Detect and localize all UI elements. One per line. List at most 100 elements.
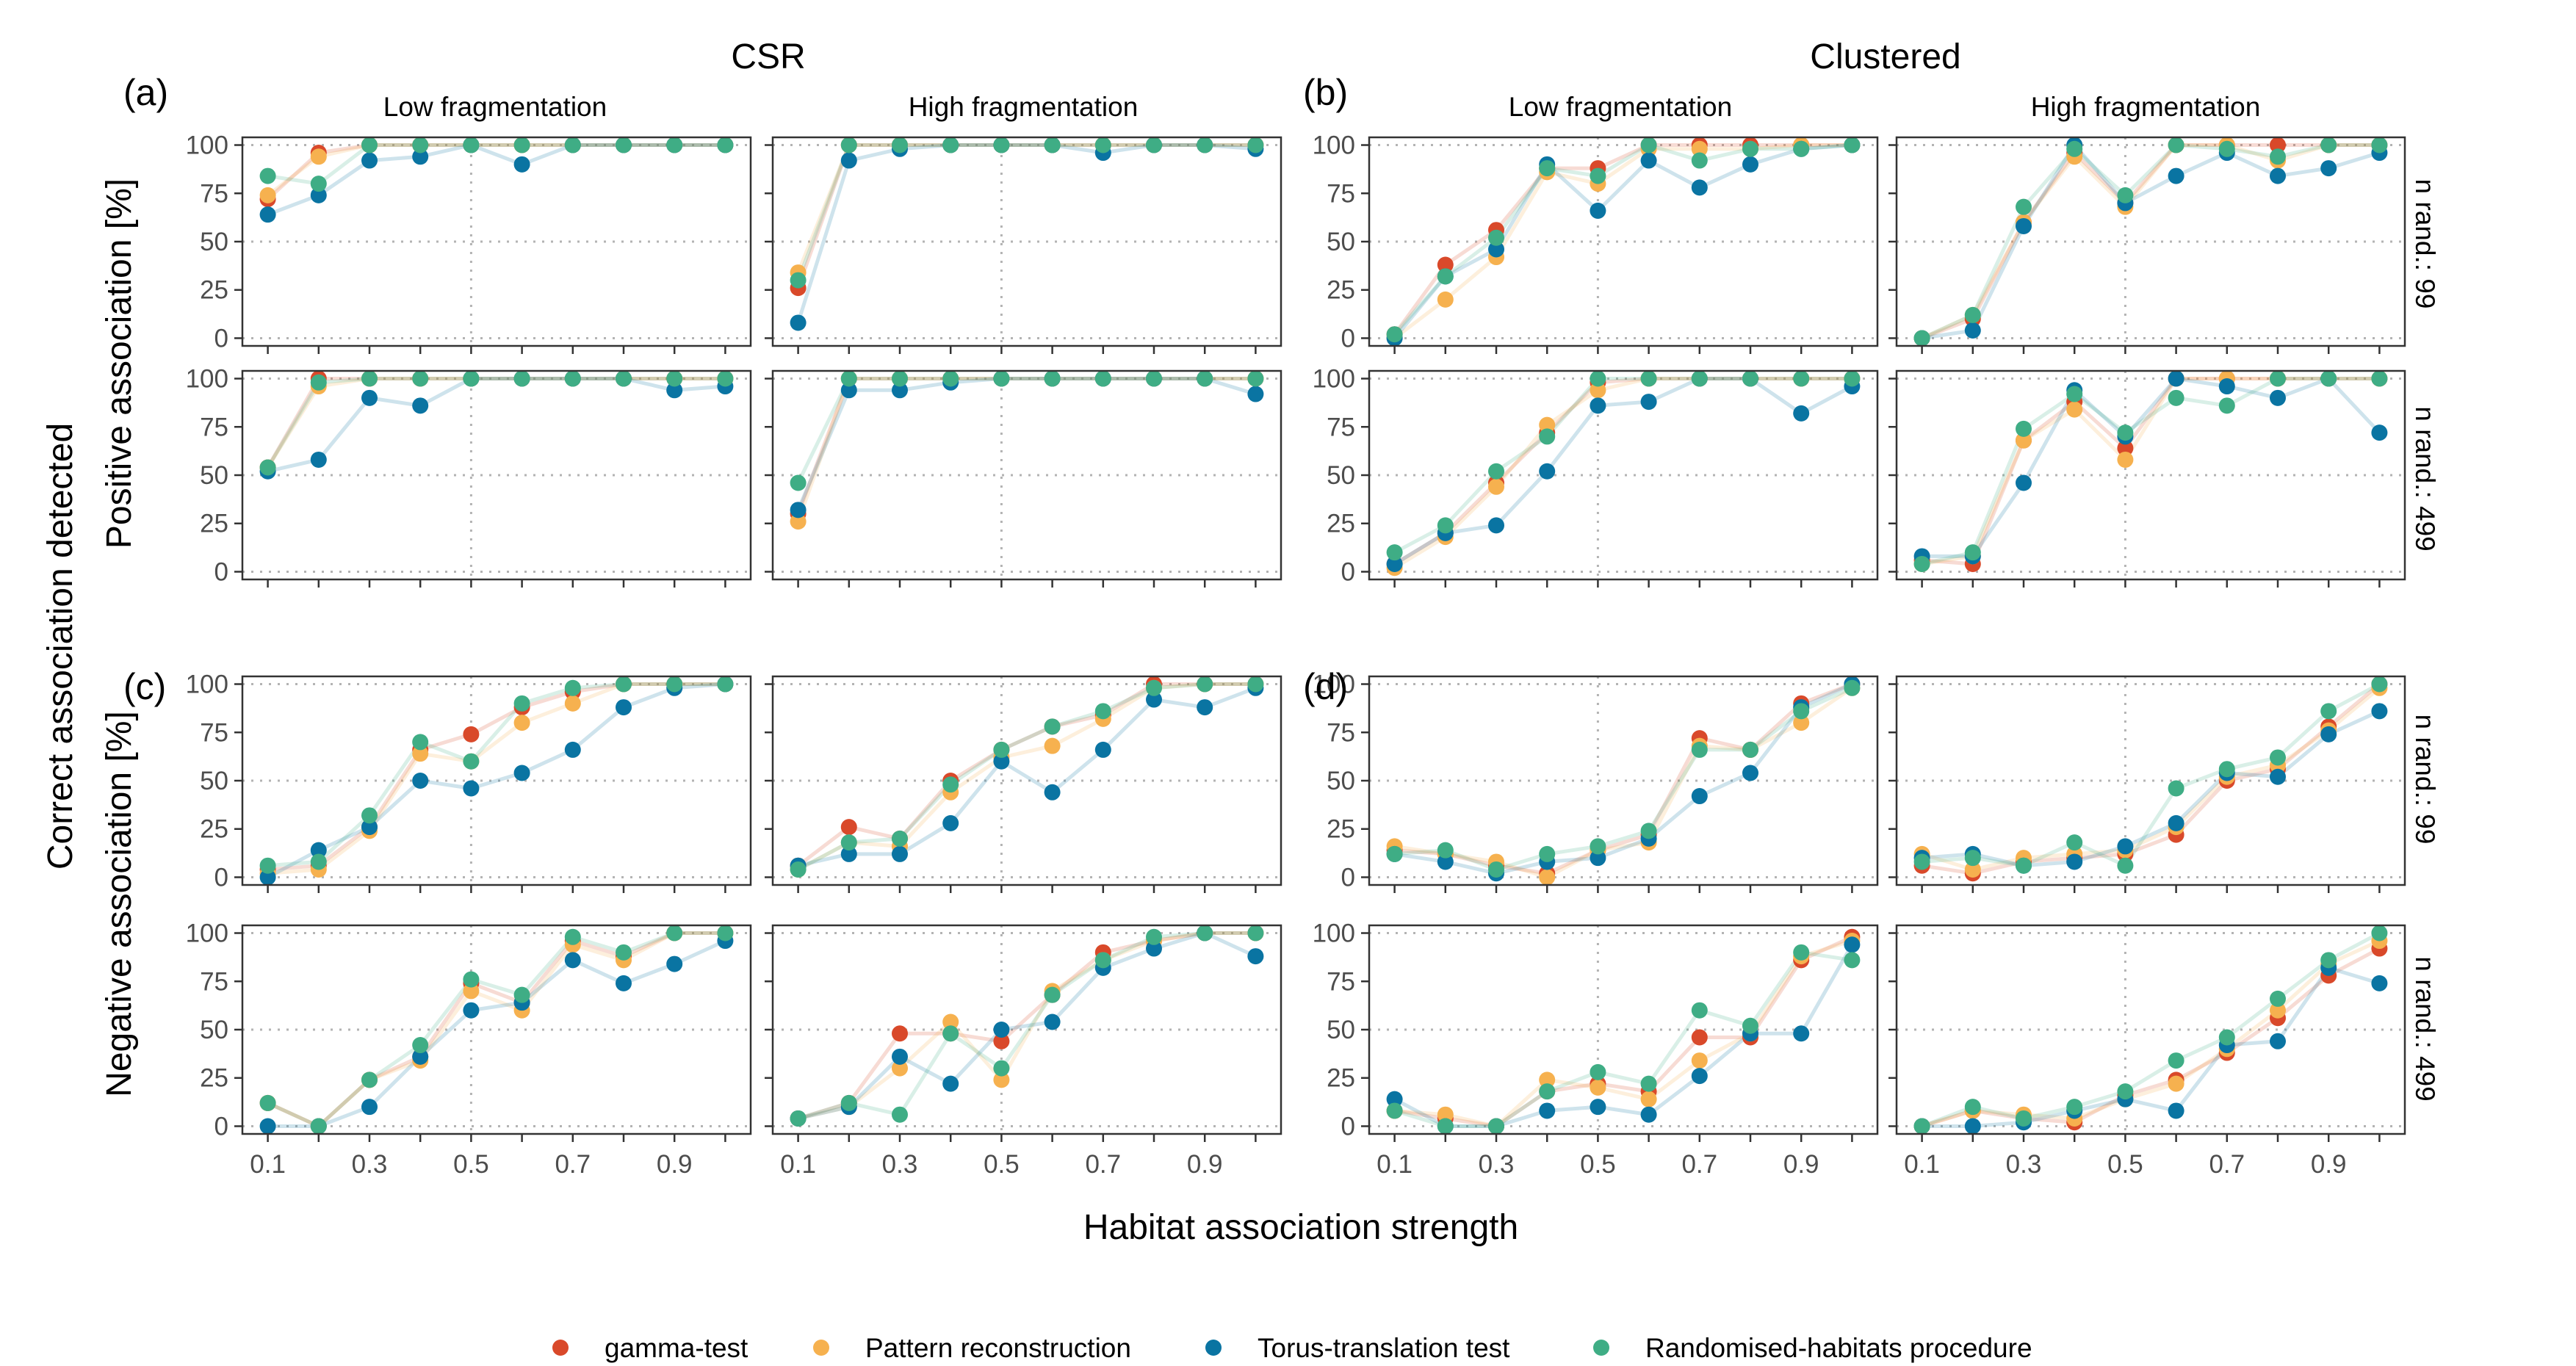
data-point-torus-translation-test — [1247, 948, 1264, 965]
data-point-randomised-habitats-procedure — [1742, 140, 1758, 157]
data-point-torus-translation-test — [2270, 1033, 2286, 1049]
data-point-randomised-habitats-procedure — [717, 925, 734, 942]
data-point-randomised-habitats-procedure — [310, 374, 327, 391]
data-point-randomised-habitats-procedure — [2320, 703, 2337, 720]
panel-16: 0.1 0.3 0.5 0.7 0.9 — [1888, 924, 2406, 1179]
data-point-torus-translation-test — [1590, 850, 1606, 867]
column-group-title-csr: CSR — [731, 37, 805, 76]
data-point-gamma-test — [2270, 137, 2286, 153]
data-point-torus-translation-test — [1539, 1102, 1556, 1119]
series-line-randomised-habitats-procedure — [1393, 142, 1852, 336]
data-point-pattern-reconstruction — [513, 715, 530, 731]
data-point-torus-translation-test — [1964, 322, 1981, 339]
data-point-randomised-habitats-procedure — [1742, 1017, 1758, 1034]
series-line-gamma-test — [1921, 143, 2380, 340]
y-tick-label: 25 — [1327, 815, 1355, 844]
data-point-torus-translation-test — [616, 975, 632, 991]
data-point-torus-translation-test — [1640, 152, 1657, 169]
data-point-torus-translation-test — [1691, 1068, 1708, 1085]
data-point-randomised-habitats-procedure — [1793, 140, 1810, 157]
data-point-pattern-reconstruction — [259, 187, 276, 203]
legend-label-gamma-test: gamma-test — [605, 1333, 748, 1363]
data-point-torus-translation-test — [1094, 741, 1111, 758]
data-point-randomised-habitats-procedure — [2016, 420, 2032, 437]
data-point-gamma-test — [463, 726, 480, 742]
data-point-torus-translation-test — [1590, 397, 1606, 414]
data-point-randomised-habitats-procedure — [1844, 679, 1861, 696]
series-line-randomised-habitats-procedure — [1394, 686, 1853, 872]
y-tick-label: 0 — [1341, 863, 1355, 892]
data-point-torus-translation-test — [840, 382, 857, 399]
data-point-pattern-reconstruction — [1691, 140, 1708, 157]
data-point-randomised-habitats-procedure — [1437, 1118, 1454, 1135]
data-point-randomised-habitats-procedure — [1742, 741, 1758, 758]
series-line-torus-translation-test — [267, 142, 726, 217]
data-point-torus-translation-test — [2371, 424, 2388, 441]
legend-label-pattern-reconstruction: Pattern reconstruction — [865, 1333, 1131, 1363]
y-tick-label: 50 — [1327, 1016, 1355, 1044]
data-point-torus-translation-test — [1793, 405, 1810, 422]
data-point-pattern-reconstruction — [2016, 432, 2032, 449]
y-tick-label: 0 — [214, 324, 228, 353]
x-tick-label: 0.5 — [1580, 1150, 1616, 1179]
data-point-randomised-habitats-procedure — [1044, 370, 1061, 387]
series-line-randomised-habitats-procedure — [797, 931, 1256, 1121]
data-point-torus-translation-test — [1044, 1013, 1061, 1030]
y-tick-label: 50 — [200, 767, 228, 795]
data-point-randomised-habitats-procedure — [840, 370, 857, 387]
data-point-torus-translation-test — [513, 156, 530, 173]
x-tick-label: 0.7 — [555, 1150, 591, 1179]
data-point-randomised-habitats-procedure — [1539, 428, 1556, 445]
x-tick-label: 0.7 — [1085, 1150, 1121, 1179]
data-point-randomised-habitats-procedure — [1247, 925, 1264, 942]
x-tick-label: 0.1 — [1377, 1150, 1413, 1179]
y-tick-label: 0 — [1341, 557, 1355, 586]
data-point-torus-translation-test — [1691, 179, 1708, 196]
data-point-torus-translation-test — [1640, 394, 1657, 411]
data-point-torus-translation-test — [2117, 838, 2134, 855]
y-tick-label: 100 — [1313, 365, 1355, 394]
data-point-torus-translation-test — [2270, 768, 2286, 785]
legend-item-randomised-habitats: Randomised-habitats procedure — [1593, 1333, 2032, 1363]
data-point-torus-translation-test — [361, 1099, 378, 1116]
data-point-randomised-habitats-procedure — [993, 370, 1010, 387]
data-point-randomised-habitats-procedure — [1386, 544, 1403, 561]
series-line-torus-translation-test — [1922, 142, 2381, 340]
data-point-pattern-reconstruction — [1539, 1072, 1556, 1088]
data-point-torus-translation-test — [412, 773, 429, 789]
x-tick-label: 0.1 — [250, 1150, 286, 1179]
data-point-torus-translation-test — [412, 1048, 429, 1065]
data-point-torus-translation-test — [1691, 788, 1708, 805]
legend-item-gamma-test: gamma-test — [552, 1333, 748, 1363]
series-line-torus-translation-test — [1922, 709, 2381, 868]
data-point-randomised-habitats-procedure — [361, 137, 378, 153]
y-tick-label: 25 — [1327, 510, 1355, 538]
data-point-gamma-test — [840, 819, 857, 836]
column-group-title-clustered: Clustered — [1810, 37, 1960, 76]
data-point-pattern-reconstruction — [1539, 869, 1556, 886]
data-point-randomised-habitats-procedure — [1437, 268, 1454, 285]
data-point-torus-translation-test — [2168, 370, 2184, 387]
y-tick-label: 25 — [1327, 1064, 1355, 1093]
data-point-randomised-habitats-procedure — [564, 137, 581, 153]
series-line-pattern-reconstruction — [266, 377, 726, 469]
series-line-gamma-test — [267, 931, 726, 1129]
data-point-randomised-habitats-procedure — [616, 944, 632, 961]
data-point-randomised-habitats-procedure — [1691, 370, 1708, 387]
data-point-pattern-reconstruction — [892, 1060, 908, 1077]
data-point-randomised-habitats-procedure — [2168, 780, 2184, 797]
data-point-randomised-habitats-procedure — [2320, 952, 2337, 969]
data-point-randomised-habitats-procedure — [2218, 1029, 2235, 1046]
data-point-pattern-reconstruction — [2117, 451, 2134, 468]
data-point-torus-translation-test — [993, 753, 1010, 770]
panel-12 — [1888, 675, 2406, 893]
data-point-randomised-habitats-procedure — [1793, 703, 1810, 720]
data-point-torus-translation-test — [666, 382, 683, 399]
data-point-randomised-habitats-procedure — [1640, 823, 1657, 839]
data-point-randomised-habitats-procedure — [2371, 370, 2388, 387]
data-point-randomised-habitats-procedure — [1793, 944, 1810, 961]
series-line-pattern-reconstruction — [267, 143, 726, 197]
y-tick-label: 50 — [1327, 228, 1355, 256]
data-point-randomised-habitats-procedure — [666, 676, 683, 693]
panel-1: 0 25 50 75 100 — [186, 131, 752, 354]
